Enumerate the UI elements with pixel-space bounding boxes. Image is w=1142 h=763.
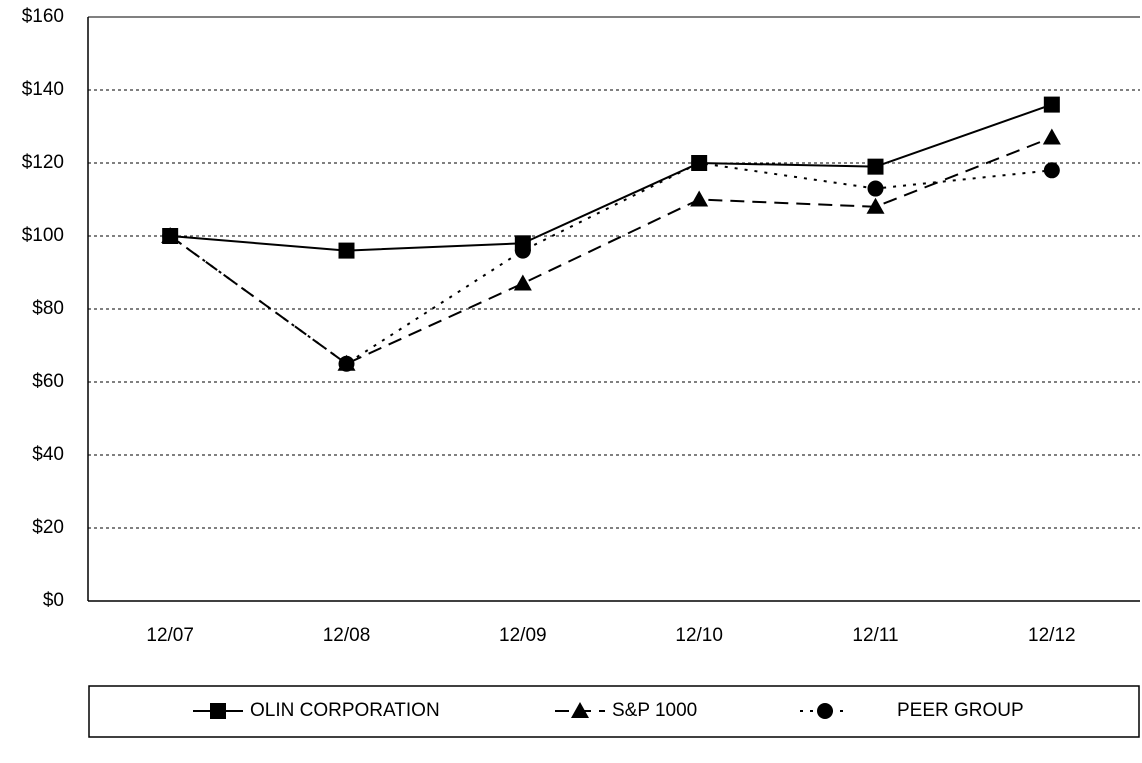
y-tick-label: $40 xyxy=(32,444,64,465)
y-tick-label: $120 xyxy=(22,152,64,173)
marker-circle xyxy=(1043,162,1060,179)
y-tick-label: $140 xyxy=(22,79,64,100)
x-tick-label: 12/07 xyxy=(146,625,194,646)
y-tick-label: $160 xyxy=(22,6,64,27)
legend-label: S&P 1000 xyxy=(612,700,697,721)
y-tick-label: $80 xyxy=(32,298,64,319)
series-line xyxy=(170,103,1053,252)
marker-square xyxy=(338,242,355,259)
marker-triangle xyxy=(690,190,709,207)
y-tick-label: $20 xyxy=(32,517,64,538)
y-tick-label: $100 xyxy=(22,225,64,246)
marker-circle xyxy=(338,355,355,372)
marker-square xyxy=(1043,96,1060,113)
x-tick-label: 12/09 xyxy=(499,625,547,646)
y-tick-label: $60 xyxy=(32,371,64,392)
marker-triangle xyxy=(513,274,532,291)
legend-box xyxy=(88,685,1140,738)
x-tick-label: 12/10 xyxy=(675,625,723,646)
marker-circle xyxy=(817,703,833,719)
marker-triangle xyxy=(866,197,885,214)
marker-circle xyxy=(162,228,179,244)
marker-square xyxy=(210,703,226,719)
legend-label: OLIN CORPORATION xyxy=(250,700,440,721)
y-tick-label: $0 xyxy=(43,590,64,611)
x-tick-label: 12/12 xyxy=(1028,625,1076,646)
legend-label: PEER GROUP xyxy=(897,700,1024,721)
x-tick-label: 12/11 xyxy=(852,625,898,646)
x-tick-label: 12/08 xyxy=(323,625,371,646)
marker-triangle xyxy=(1042,128,1061,145)
marker-circle xyxy=(514,242,531,259)
marker-triangle xyxy=(571,702,589,718)
series-line xyxy=(169,136,1053,365)
marker-square xyxy=(867,158,884,175)
series-line xyxy=(169,161,1052,365)
marker-circle xyxy=(691,155,708,171)
marker-circle xyxy=(867,180,884,197)
